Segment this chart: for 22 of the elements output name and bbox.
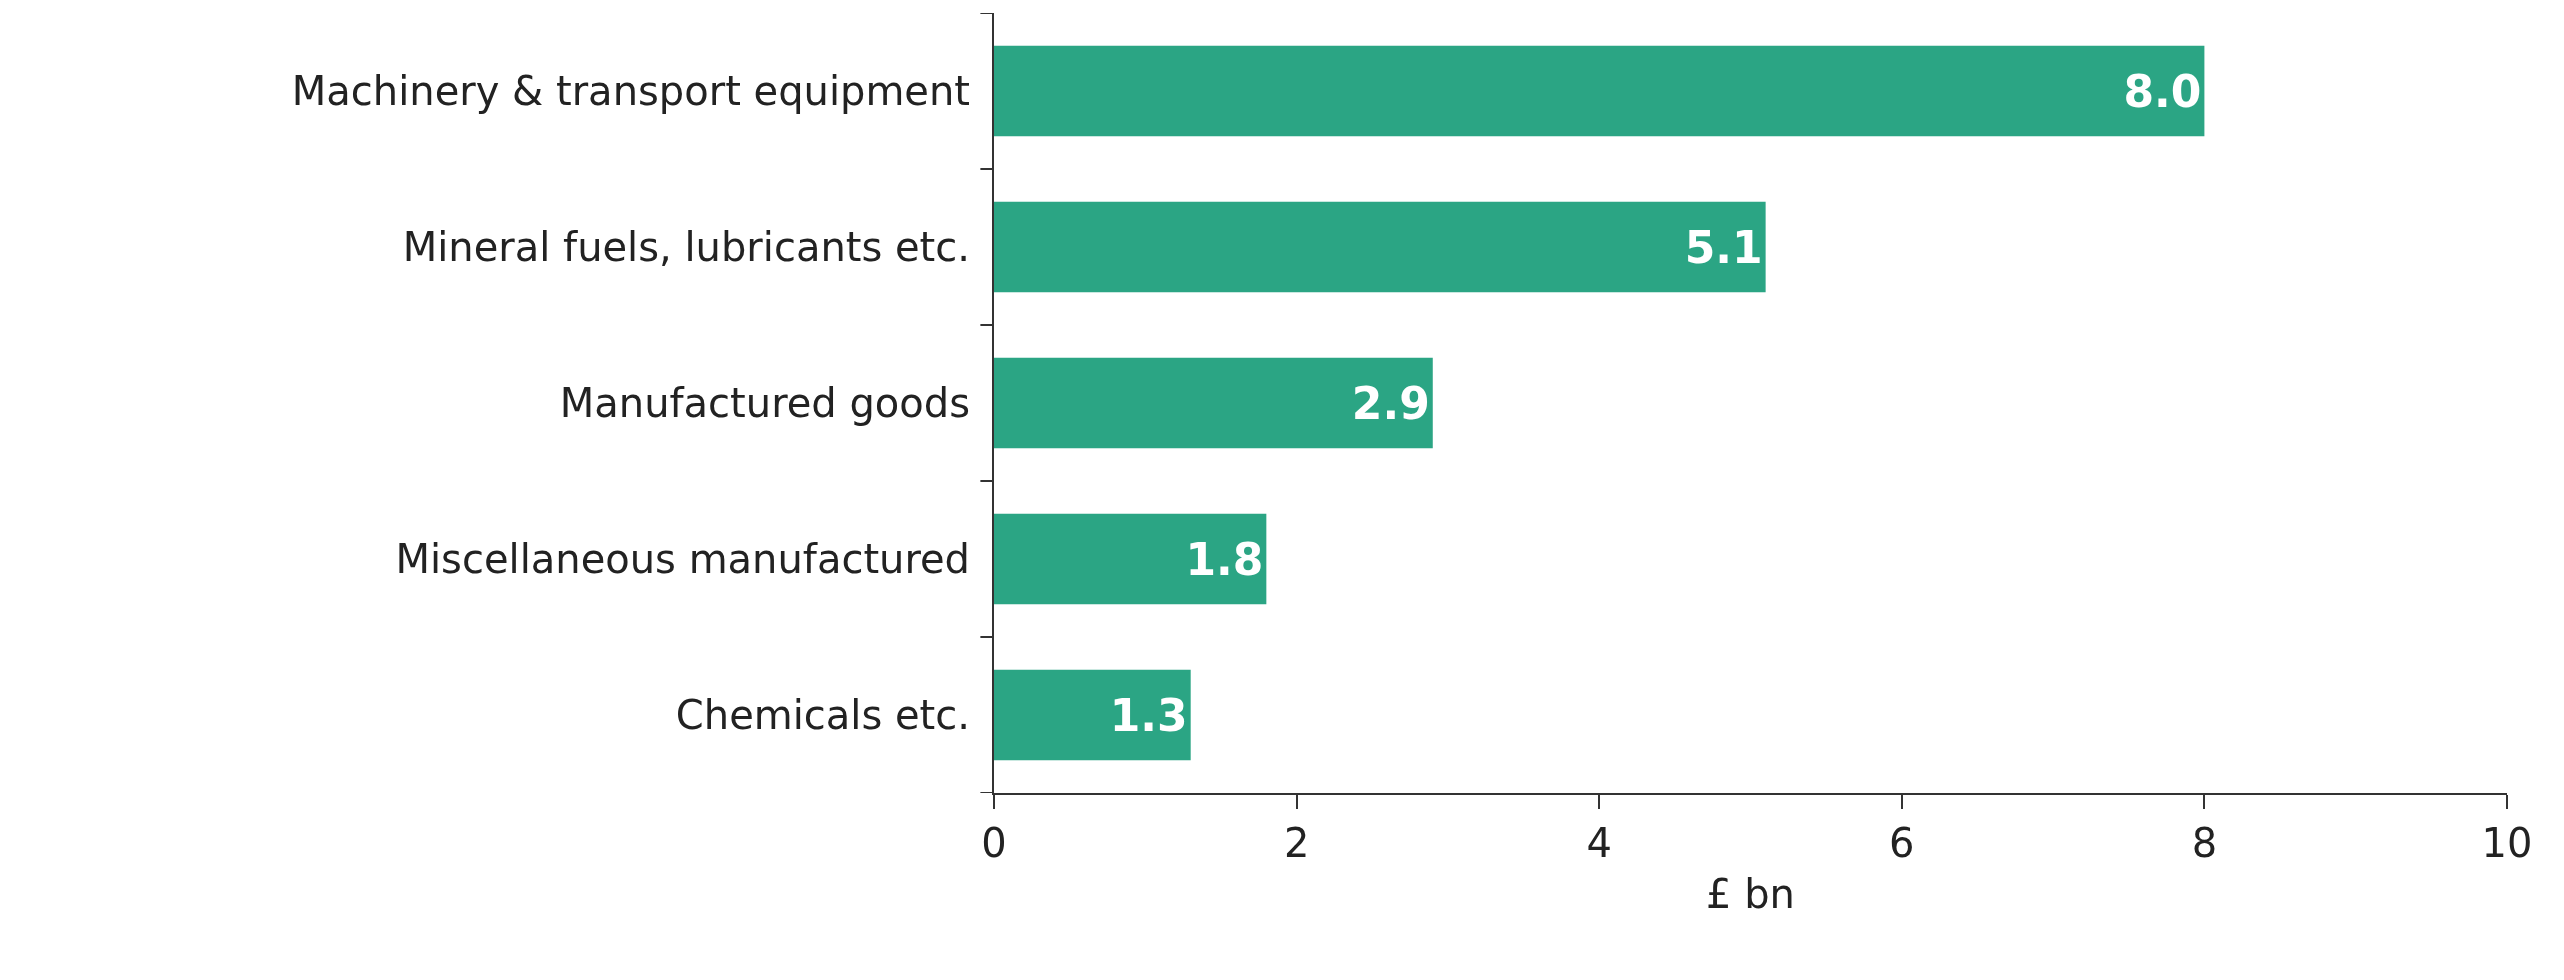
- x-tick-label: 4: [1586, 820, 1612, 866]
- data-label: 1.8: [1185, 533, 1264, 585]
- data-label: 8.0: [2123, 65, 2202, 117]
- data-label: 5.1: [1684, 221, 1763, 273]
- y-tick-label: Mineral fuels, lubricants etc.: [402, 224, 970, 270]
- data-label: 1.3: [1109, 689, 1188, 741]
- bar: [994, 513, 1267, 605]
- data-label: 2.9: [1351, 377, 1430, 429]
- x-tick-label: 8: [2191, 820, 2218, 866]
- x-tick-label: 2: [1283, 820, 1310, 866]
- x-tick-label: 6: [1889, 820, 1915, 866]
- y-tick-label: Miscellaneous manufactured: [395, 536, 970, 582]
- x-tick-label: 0: [981, 820, 1007, 866]
- y-tick-label: Manufactured goods: [559, 380, 970, 426]
- x-tick-label: 10: [2481, 820, 2533, 866]
- y-tick-label: Machinery & transport equipment: [291, 68, 970, 114]
- bar: [994, 669, 1191, 761]
- x-axis-title: £ bn: [1706, 871, 1795, 917]
- bar: [994, 357, 1433, 449]
- bar: [994, 201, 1766, 293]
- y-tick-label: Chemicals etc.: [675, 692, 970, 738]
- bar: [994, 45, 2205, 137]
